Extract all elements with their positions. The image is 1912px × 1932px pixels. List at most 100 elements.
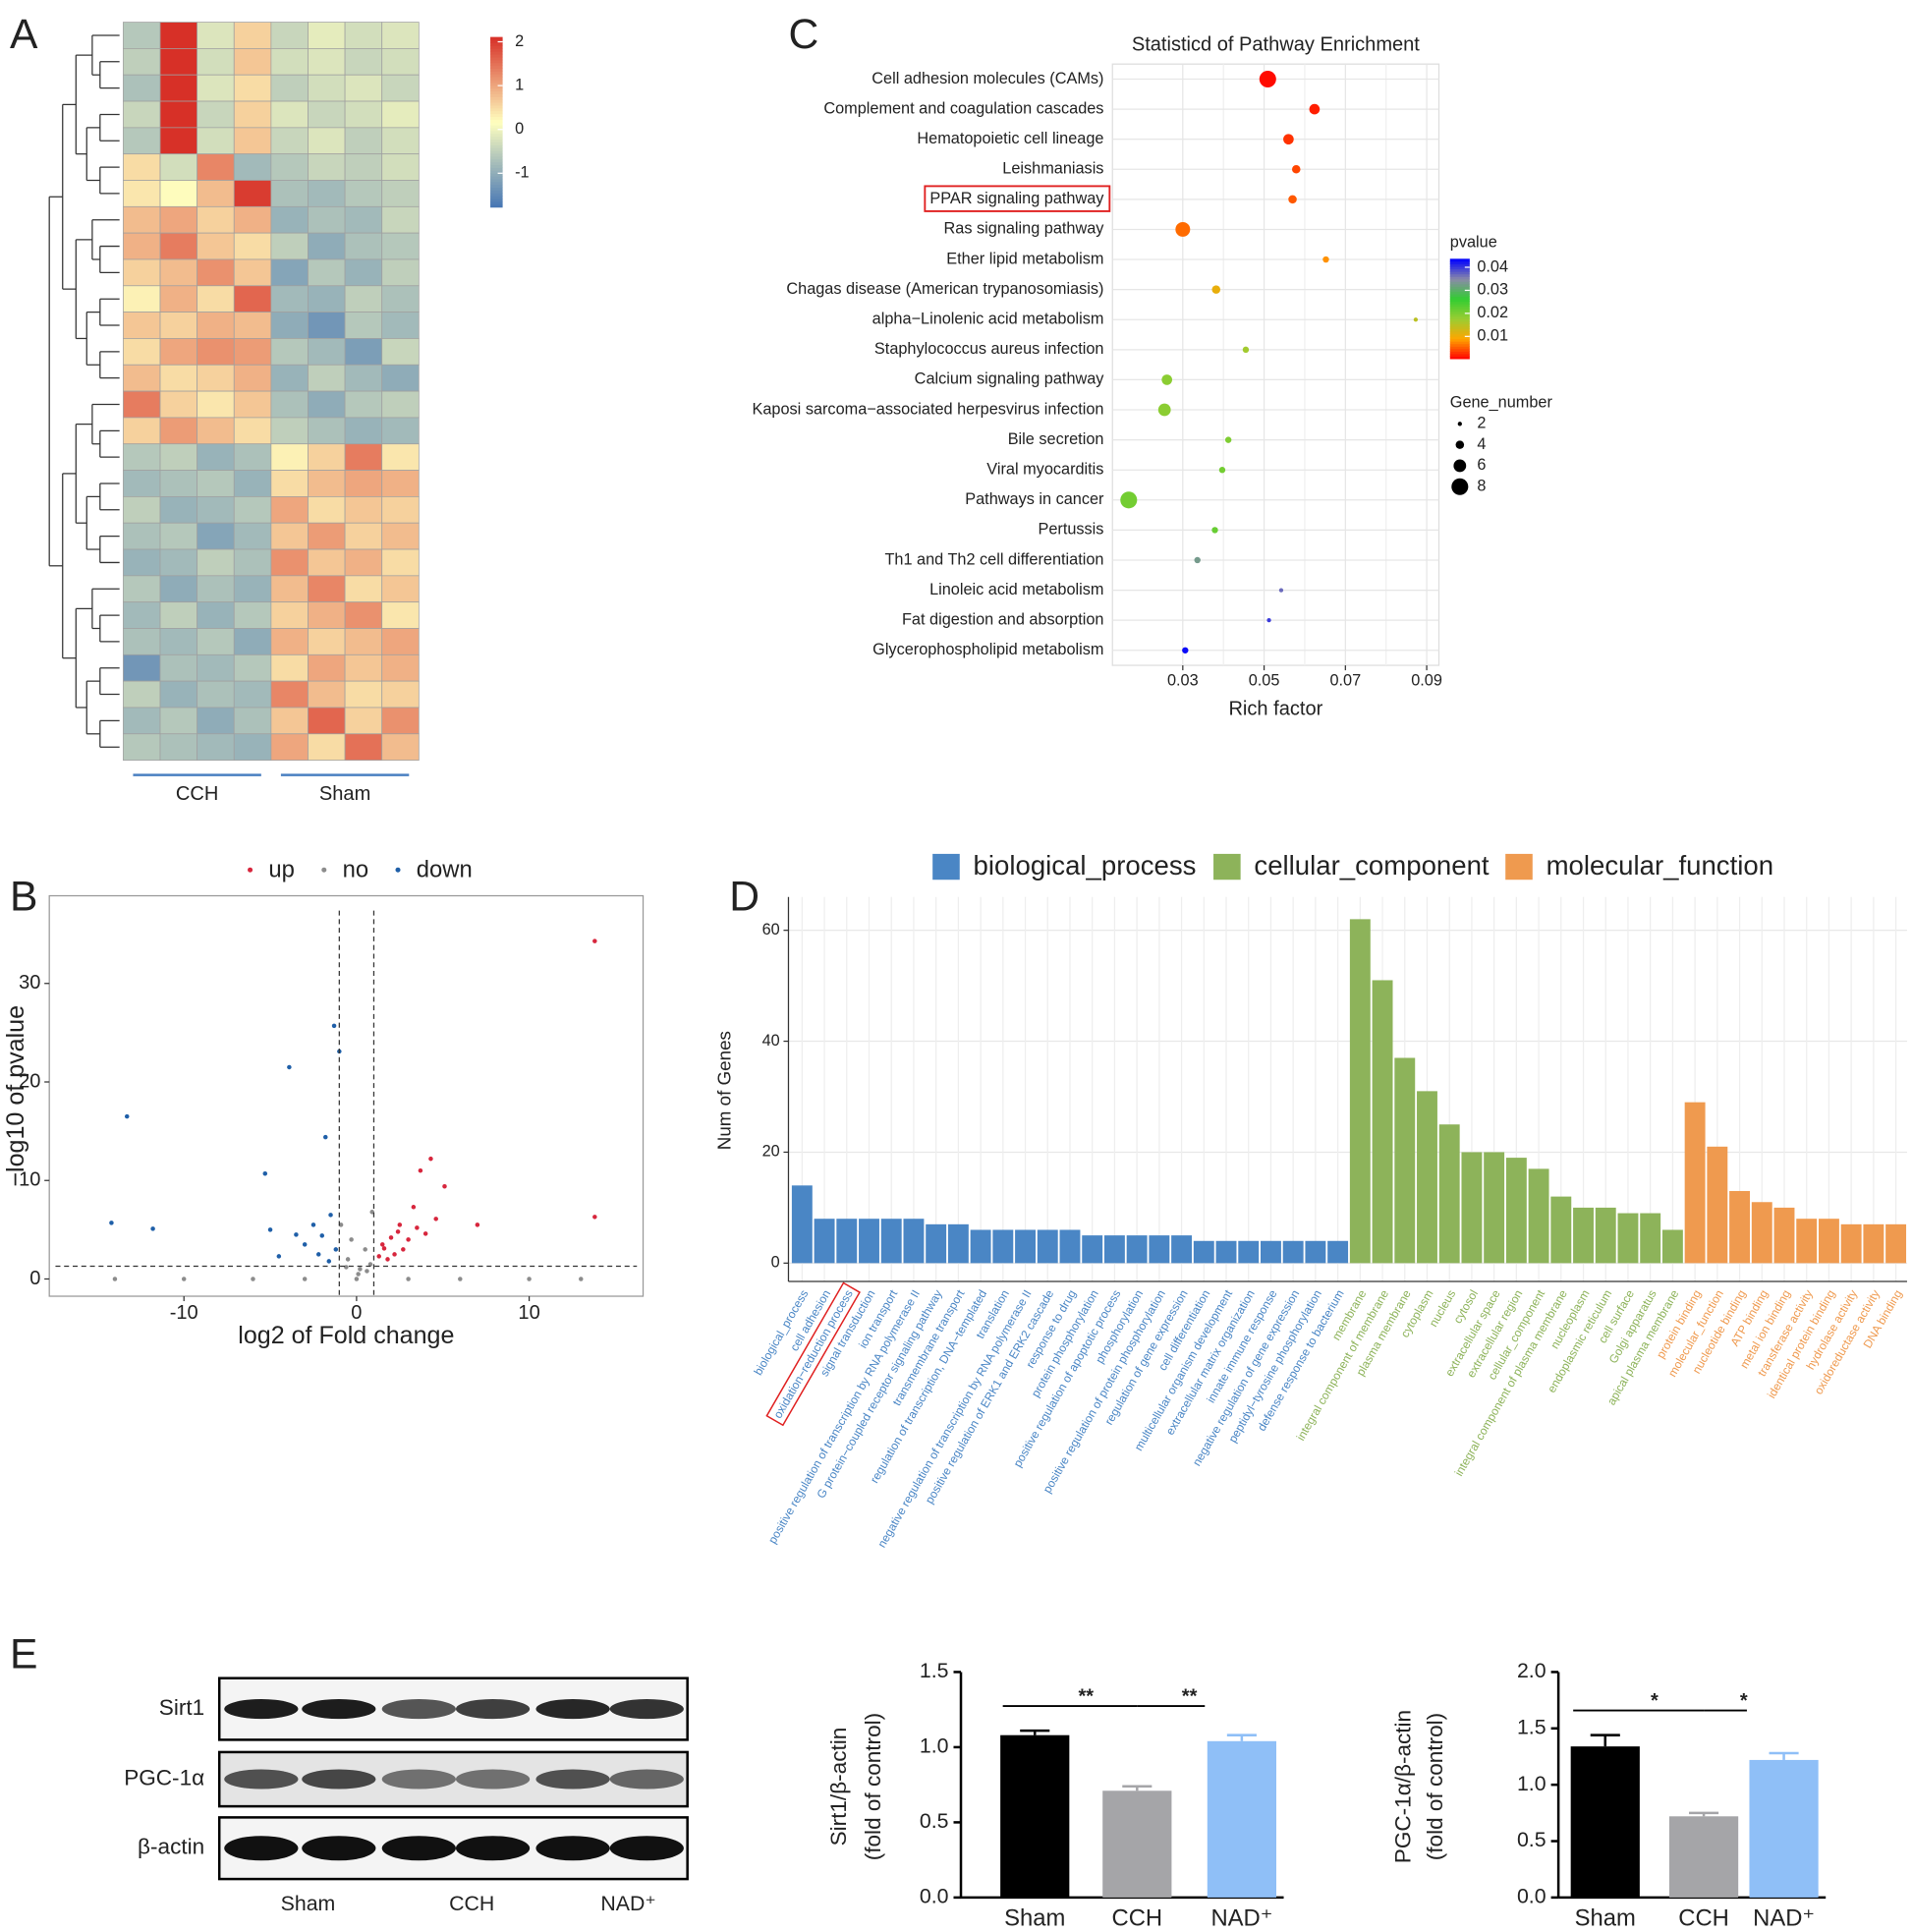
heatmap-cell [197,22,235,49]
heatmap-cell [123,338,161,366]
bar [1550,1196,1572,1264]
legend-label: no [343,857,369,883]
colorbar-segment [1449,328,1470,332]
heatmap-cell [233,390,272,419]
bar [836,1219,858,1264]
colorbar-tick-label: 0.02 [1477,304,1508,321]
heatmap-cell [123,232,161,260]
heatmap-cell [159,575,198,603]
category-label: Fat digestion and absorption [902,610,1103,628]
point [287,1064,292,1070]
heatmap-cell [123,312,161,339]
bubble [1224,436,1232,443]
bar [1573,1207,1594,1264]
x-axis-label: Rich factor [1228,699,1322,720]
heatmap-cell [123,496,161,524]
bar [880,1219,902,1264]
heatmap-cell [381,601,420,629]
heatmap-cell [308,258,346,287]
category-label: Kaposi sarcoma−associated herpesvirus in… [753,400,1104,418]
point [385,1257,390,1262]
colorbar-segment [490,152,503,157]
heatmap-cell [344,180,383,207]
colorbar-tick-label: -1 [515,164,529,182]
point [251,1277,255,1281]
heatmap-cell [159,548,198,577]
bar [1417,1091,1437,1264]
size-legend-label: 8 [1477,478,1486,495]
heatmap-cell [197,496,235,524]
panel-label: B [10,874,37,921]
bar [1349,919,1371,1264]
x-tick-label: 0.09 [1411,672,1442,690]
heatmap-cell [381,470,420,497]
category-label: Calcium signaling pathway [915,370,1105,388]
bar [947,1223,969,1264]
heatmap-cell [233,548,272,577]
heatmap-cell [344,258,383,287]
colorbar-segment [490,127,503,132]
point [395,1229,401,1234]
heatmap-cell [123,74,161,102]
x-tick-label: 0 [351,1302,362,1324]
heatmap-cell [344,232,383,260]
y-axis-label: Num of Genes [714,1031,735,1150]
colorbar-segment [490,42,503,46]
colorbar-segment [490,164,503,168]
colorbar-segment [490,178,503,183]
bar [1484,1152,1505,1264]
heatmap-cell [344,100,383,129]
colorbar-segment [1449,320,1470,324]
heatmap-cell [381,285,420,313]
blot-band [535,1769,610,1790]
colorbar-segment [1449,268,1470,272]
colorbar-segment [490,193,503,197]
heatmap-cell [197,443,235,471]
heatmap-cell [233,496,272,524]
heatmap-cell [197,522,235,550]
blot-band [302,1769,376,1790]
point [328,1213,333,1218]
heatmap-cell [123,364,161,392]
point [310,1222,316,1227]
colorbar-segment [1449,286,1470,290]
point [181,1277,187,1281]
category-label: Th1 and Th2 cell differentiation [884,550,1103,568]
point [315,1252,321,1257]
heatmap-cell [197,733,235,761]
heatmap-cell [270,443,309,471]
colorbar-segment [1449,291,1470,295]
heatmap-cell [381,100,420,129]
blot-protein-label: PGC-1α [124,1765,204,1790]
bubble [1211,527,1218,534]
point [401,1247,406,1252]
heatmap-cell [233,733,272,761]
bar [1438,1124,1460,1264]
category-label: Bile secretion [1008,430,1104,448]
point [411,1205,417,1210]
point [406,1237,411,1242]
x-tick-label: 0.05 [1249,672,1280,690]
colorbar-tick-label: 1 [515,76,524,93]
size-legend-label: 6 [1477,456,1486,474]
colorbar-segment [490,147,503,151]
point [333,1247,339,1252]
heatmap-cell [308,680,346,709]
heatmap-cell [197,205,235,234]
heatmap-cell [197,312,235,339]
heatmap-cell [381,338,420,366]
point [442,1183,447,1189]
heatmap-cell [308,22,346,49]
heatmap-cell [159,707,198,735]
heatmap-cell [123,733,161,761]
category-label: Hematopoietic cell lineage [917,130,1103,147]
colorbar-segment [1449,351,1470,355]
bubble [1322,256,1329,263]
x-tick-label: 0.03 [1167,672,1199,690]
y-axis-label: (fold of control) [1423,1713,1447,1860]
heatmap-cell [159,258,198,287]
plot-frame [48,894,645,1297]
colorbar-segment [490,116,503,120]
